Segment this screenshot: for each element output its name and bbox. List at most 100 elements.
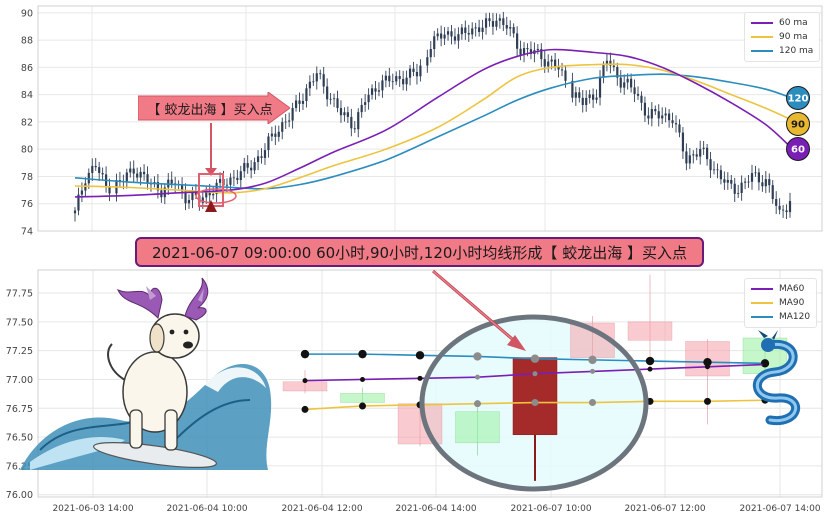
zoom-ma90-marker bbox=[301, 405, 309, 413]
legend-item-90ma: 90 ma bbox=[751, 30, 813, 44]
legend-item-60ma: 60 ma bbox=[751, 16, 813, 30]
dog-leg-left bbox=[129, 409, 143, 449]
overview-ma120-line bbox=[74, 73, 791, 190]
overview-candle bbox=[464, 20, 467, 40]
overview-candle bbox=[388, 67, 391, 87]
overview-candle bbox=[516, 26, 519, 57]
overview-candle bbox=[678, 119, 681, 138]
overview-candle bbox=[505, 16, 508, 36]
zoom-ma120-marker bbox=[645, 356, 655, 366]
overview-candle bbox=[367, 88, 370, 110]
overview-candle bbox=[474, 22, 477, 37]
overview-candle bbox=[716, 163, 719, 179]
overview-candle bbox=[426, 49, 429, 73]
overview-candle bbox=[509, 20, 512, 37]
overview-candle bbox=[585, 90, 588, 112]
overview-candle bbox=[315, 66, 318, 90]
end-badge-label: 60 bbox=[791, 145, 805, 156]
overview-candle bbox=[747, 174, 750, 188]
overview-ma90-line bbox=[74, 63, 791, 194]
overview-candle bbox=[498, 14, 501, 29]
overview-candle bbox=[250, 160, 253, 179]
zoom-ytick-label: 77.50 bbox=[6, 317, 33, 328]
headline-pointer-line-inner bbox=[432, 270, 519, 345]
overview-candle bbox=[512, 23, 515, 38]
blue-dragon-illustration bbox=[752, 330, 800, 426]
overview-candle bbox=[125, 168, 128, 189]
overview-candle bbox=[350, 108, 353, 137]
zoom-xtick-label: 2021-06-03 14:00 bbox=[52, 504, 133, 514]
zoom-candle bbox=[455, 407, 500, 456]
overview-candle bbox=[298, 92, 301, 112]
overview-plot-frame bbox=[37, 5, 823, 232]
overview-ma-lines bbox=[74, 48, 791, 198]
overview-candle bbox=[270, 126, 273, 142]
zoom-ma60-marker bbox=[705, 364, 710, 370]
overview-candle bbox=[481, 19, 484, 40]
overview-candle bbox=[467, 24, 470, 42]
overview-candle bbox=[326, 78, 329, 107]
overview-candle bbox=[384, 70, 387, 88]
dog-nose bbox=[183, 341, 193, 349]
overview-candle bbox=[170, 171, 173, 189]
overview-candle bbox=[263, 143, 267, 165]
overview-candle bbox=[284, 113, 287, 130]
overview-candle bbox=[132, 160, 135, 182]
overview-candle bbox=[640, 91, 643, 111]
overview-candle bbox=[446, 26, 450, 41]
overview-candle bbox=[267, 133, 270, 158]
overview-candle bbox=[574, 86, 577, 106]
zoom-ytick-label: 77.00 bbox=[6, 375, 33, 386]
zoom-ma90-marker bbox=[531, 399, 539, 407]
overview-candle bbox=[536, 43, 539, 55]
overview-candle bbox=[554, 52, 557, 71]
legend-label-120ma: 120 ma bbox=[779, 46, 814, 56]
overview-candle bbox=[733, 177, 736, 202]
end-badge-label: 90 bbox=[791, 120, 805, 131]
overview-candle bbox=[778, 198, 781, 215]
zoom-plot-frame bbox=[37, 269, 823, 498]
dragon-head bbox=[761, 338, 775, 352]
overview-candle bbox=[605, 53, 609, 72]
overview-candle bbox=[343, 107, 346, 122]
overview-candle bbox=[77, 187, 80, 216]
zoom-xtick-label: 2021-06-04 12:00 bbox=[281, 504, 362, 514]
overview-candle bbox=[781, 205, 785, 218]
overview-candle bbox=[395, 71, 398, 86]
overview-candle bbox=[136, 167, 139, 182]
zoom-y-axis: 76.00 76.25 76.50 76.75 77.00 77.25 77.50 77.75 bbox=[6, 289, 33, 502]
overview-candle bbox=[547, 54, 550, 73]
overview-candle bbox=[101, 167, 104, 181]
overview-candle bbox=[657, 104, 660, 127]
overview-candle bbox=[726, 172, 729, 190]
zoom-ytick-label: 76.75 bbox=[6, 404, 33, 415]
overview-candle bbox=[592, 88, 595, 108]
zoom-ytick-label: 76.50 bbox=[6, 433, 33, 444]
zoom-candle bbox=[627, 274, 673, 362]
overview-ytick-label: 74 bbox=[21, 227, 33, 238]
overview-ytick-label: 84 bbox=[21, 90, 33, 101]
overview-candle bbox=[647, 107, 650, 125]
overview-candle bbox=[288, 112, 291, 128]
overview-candle bbox=[415, 63, 419, 85]
overview-candle bbox=[294, 95, 298, 112]
overview-candle bbox=[398, 70, 401, 87]
horn-left bbox=[116, 287, 163, 319]
zoom-candles bbox=[282, 274, 788, 481]
overview-candle bbox=[775, 191, 778, 215]
overview-candle bbox=[370, 84, 374, 100]
overview-candle bbox=[94, 158, 97, 171]
overview-candle bbox=[453, 28, 457, 45]
overview-candle bbox=[674, 115, 678, 133]
legend-item-120ma: 120 ma bbox=[751, 44, 813, 58]
overview-candle bbox=[301, 93, 305, 110]
zoom-ma60-marker bbox=[417, 375, 423, 381]
overview-candle bbox=[630, 73, 633, 93]
overview-ytick-label: 88 bbox=[21, 36, 33, 47]
overview-candle bbox=[332, 93, 336, 108]
overview-candle bbox=[688, 147, 691, 170]
overview-candle bbox=[619, 70, 622, 93]
overview-candle bbox=[346, 106, 349, 123]
zoom-ma90-marker bbox=[474, 400, 481, 408]
